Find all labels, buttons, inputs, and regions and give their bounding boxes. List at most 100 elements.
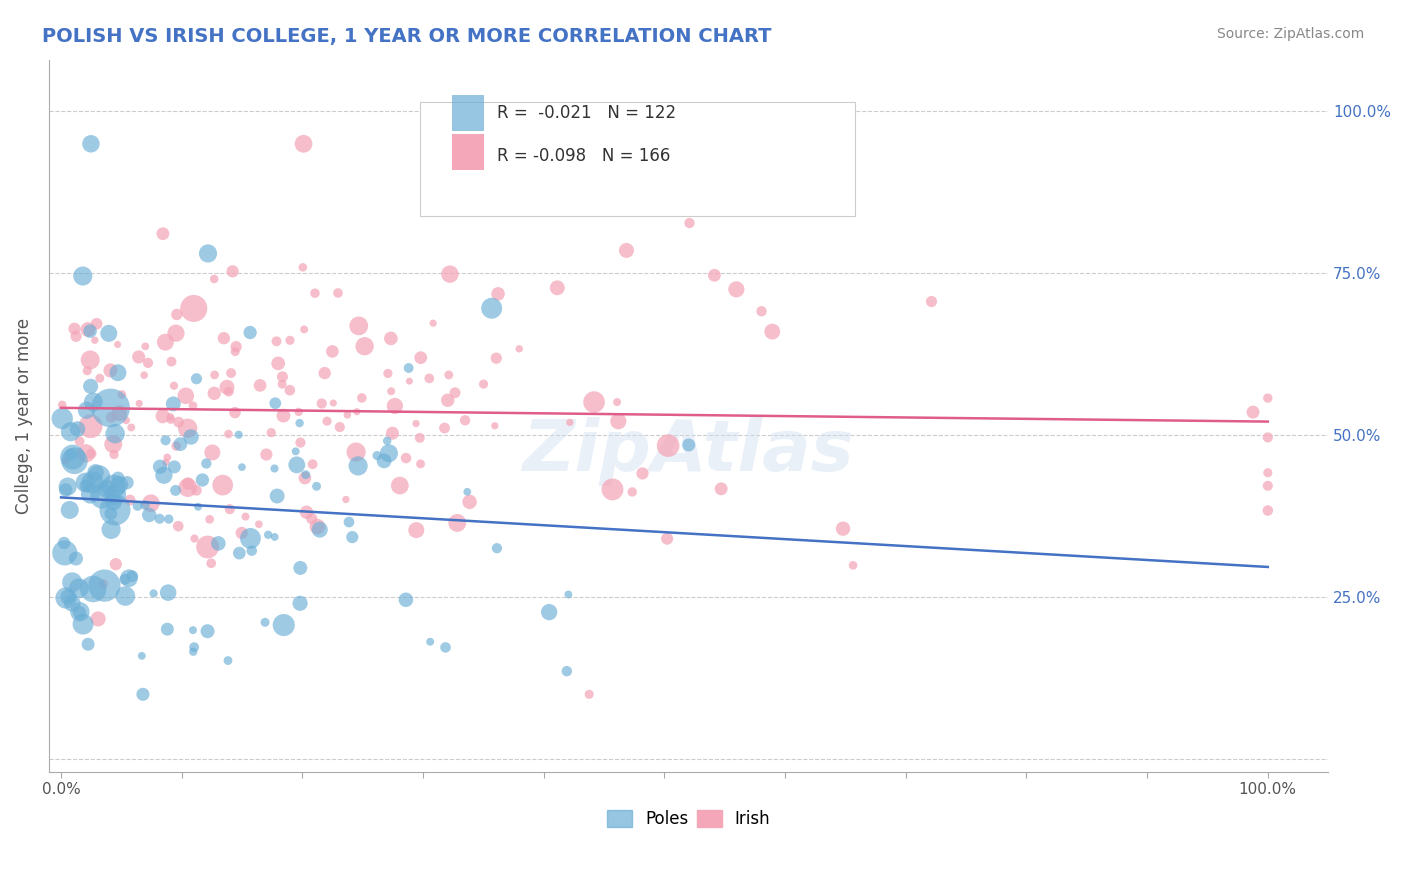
Point [273,409,295,423]
FancyBboxPatch shape [451,95,484,131]
Point [67,582,90,596]
Point [163,378,186,392]
Point [197,246,219,260]
Point [606,395,628,409]
Point [197,540,219,554]
Point [263,461,285,475]
Point [200,556,222,570]
Point [422,316,444,330]
Text: Source: ZipAtlas.com: Source: ZipAtlas.com [1216,27,1364,41]
Point [1257,503,1279,517]
Point [160,354,183,368]
Point [165,439,187,453]
Point [484,418,506,433]
Point [295,505,318,519]
Point [174,389,197,403]
Point [97,326,120,341]
Point [616,244,638,258]
Point [103,479,125,493]
Point [187,500,209,514]
Point [115,475,138,490]
Point [419,634,441,648]
Point [212,331,235,345]
Point [157,512,180,526]
Point [290,435,312,450]
Point [342,530,364,544]
Point [165,326,187,340]
Point [167,519,190,533]
Point [103,494,125,508]
Point [751,304,773,318]
Point [104,503,127,517]
Point [316,414,339,428]
Point [111,387,134,401]
Point [294,471,316,485]
Point [69,606,91,620]
Point [254,615,277,630]
Point [486,286,509,301]
Point [155,455,177,469]
Point [108,478,131,492]
Point [266,489,288,503]
Point [273,618,295,632]
Point [202,386,225,401]
Point [198,512,221,526]
Point [177,476,200,491]
Point [409,457,432,471]
Point [103,437,125,451]
Point [1257,430,1279,444]
Point [180,430,202,444]
Point [59,425,82,439]
Point [56,590,79,604]
Point [307,519,329,533]
Point [433,421,456,435]
Point [163,459,186,474]
Point [107,337,129,351]
Point [329,420,352,434]
Point [65,551,87,566]
Point [79,487,101,501]
Point [231,460,253,475]
Point [373,454,395,468]
Point [278,334,301,348]
Point [347,458,370,473]
Point [108,406,131,420]
Point [138,508,160,522]
Point [224,406,246,420]
Point [191,473,214,487]
Point [149,512,172,526]
Point [77,637,100,651]
Point [290,561,312,575]
Point [218,502,240,516]
Point [508,342,530,356]
Point [136,356,159,370]
Point [100,363,122,377]
Point [72,268,94,283]
Point [104,488,127,502]
Point [215,380,238,394]
Point [155,434,177,448]
Point [395,451,418,466]
Point [304,286,326,301]
Point [1257,466,1279,480]
FancyBboxPatch shape [451,135,484,170]
Point [240,543,263,558]
Point [104,557,127,571]
Point [100,522,122,536]
Point [82,582,104,596]
Point [82,395,104,409]
Point [271,377,294,392]
Point [65,329,87,343]
Point [436,393,458,408]
Point [239,326,262,340]
Point [139,496,162,510]
Point [308,523,330,537]
Point [405,523,427,537]
Point [1257,391,1279,405]
Point [921,294,943,309]
Point [69,605,91,619]
Point [62,450,84,464]
Point [1241,405,1264,419]
Point [155,335,177,350]
Point [326,285,349,300]
